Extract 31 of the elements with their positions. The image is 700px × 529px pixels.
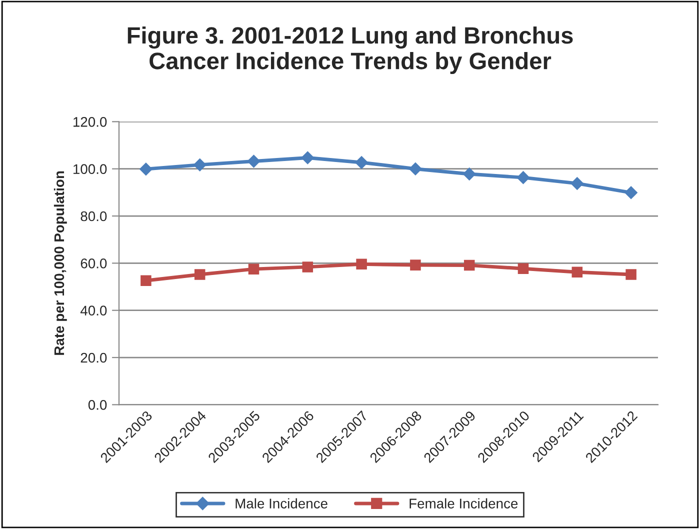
legend-label: Female Incidence bbox=[410, 498, 518, 508]
point bbox=[624, 186, 638, 200]
y-tick-label: 80.0 bbox=[80, 211, 107, 222]
point bbox=[516, 171, 530, 184]
point bbox=[410, 260, 421, 270]
point bbox=[355, 156, 368, 169]
y-tick-label: 120.0 bbox=[74, 117, 107, 127]
point bbox=[193, 158, 206, 172]
point bbox=[248, 264, 260, 274]
point bbox=[572, 266, 583, 278]
point bbox=[140, 162, 152, 176]
y-axis-title: Rate per 100,000 Population bbox=[54, 171, 67, 355]
point bbox=[462, 168, 476, 180]
point bbox=[409, 162, 422, 176]
point bbox=[518, 263, 529, 274]
y-tick-label: 60.0 bbox=[80, 258, 107, 268]
y-tick-label: 20.0 bbox=[80, 352, 107, 363]
chart-title: Figure 3. 2001-2012 Lung and Bronchus Cancer Incidence Trends by Gender bbox=[128, 26, 573, 74]
point bbox=[301, 151, 314, 164]
point bbox=[140, 275, 152, 286]
point bbox=[194, 269, 206, 280]
y-tick-label: 100.0 bbox=[74, 164, 107, 174]
point bbox=[302, 262, 314, 272]
point bbox=[626, 269, 636, 280]
legend-label: Male Incidence bbox=[236, 498, 328, 508]
point bbox=[247, 154, 260, 168]
y-tick-label: 0.0 bbox=[88, 400, 107, 410]
y-tick-label: 40.0 bbox=[80, 306, 107, 316]
point bbox=[464, 260, 475, 271]
point bbox=[570, 177, 584, 190]
point bbox=[356, 258, 367, 270]
